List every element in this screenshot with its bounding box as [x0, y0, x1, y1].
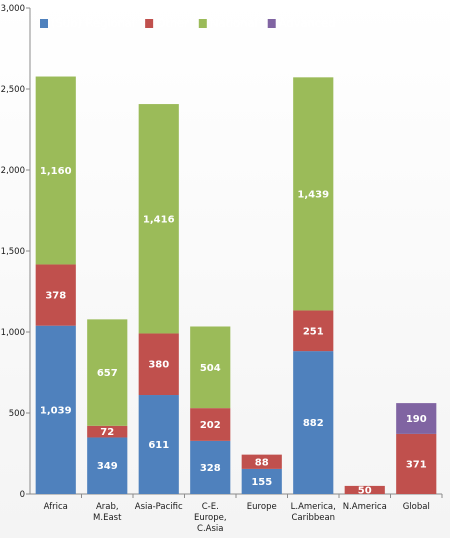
- category-label: L.America, Caribbean: [291, 502, 336, 523]
- bar-segment: [35, 76, 76, 265]
- bar-segment: [190, 440, 231, 494]
- y-tick-label: 2,000: [1, 166, 25, 176]
- legend-swatch: [267, 19, 276, 28]
- data-label: 72: [100, 427, 114, 438]
- bar-segment: [344, 485, 385, 494]
- data-label: 1,439: [297, 189, 329, 200]
- data-label: 190: [406, 414, 427, 425]
- legend-swatch: [198, 19, 207, 28]
- y-tick-label: 0: [20, 490, 25, 500]
- bar-segment: [190, 408, 231, 441]
- bar-segment: [293, 351, 334, 494]
- bar-segment: [241, 454, 282, 469]
- y-tick-label: 500: [9, 409, 25, 419]
- bar-segment: [87, 319, 128, 426]
- data-label: 882: [303, 418, 324, 429]
- category-label: Africa: [44, 502, 68, 512]
- bar-segment: [35, 264, 76, 326]
- data-label: 1,416: [143, 214, 175, 225]
- legend-label: Advanced: [279, 16, 336, 30]
- legend-label: (Sub) Regional: [51, 16, 135, 30]
- data-label: 1,039: [40, 405, 72, 416]
- legend: (Sub) Regional Other National Advanced: [40, 16, 336, 30]
- legend-swatch: [145, 19, 154, 28]
- category-label: Global: [403, 502, 430, 512]
- bar-segment: [87, 437, 128, 494]
- category-label: Asia-Pacific: [135, 502, 183, 512]
- y-tick-label: 2,500: [1, 85, 25, 95]
- data-labels: 1,039 378 1,160 349 72 657 611 380 1,416 328 202 50…: [40, 166, 427, 496]
- data-label: 657: [97, 368, 118, 379]
- bar-segment: [396, 403, 437, 434]
- bar-segment: [138, 104, 179, 334]
- axes: 0 500 1,000 1,500 2,000 2,500 3,000 Africa Arab,…: [1, 4, 443, 534]
- bars: [35, 76, 437, 494]
- category-label: Europe: [247, 502, 277, 512]
- category-label: N.America: [343, 502, 387, 512]
- category-label: Arab, M.East: [93, 502, 122, 523]
- bar-segment: [293, 77, 334, 311]
- bar-segment: [35, 325, 76, 494]
- bar-segment: [190, 326, 231, 409]
- bar-segment: [396, 433, 437, 494]
- bar-segment: [138, 395, 179, 494]
- legend-label: Other: [156, 16, 189, 30]
- data-label: 88: [255, 457, 269, 468]
- bar-segment: [138, 333, 179, 396]
- y-tick-label: 3,000: [1, 4, 25, 14]
- data-label: 155: [251, 477, 272, 488]
- data-label: 349: [97, 461, 118, 472]
- data-label: 251: [303, 326, 324, 337]
- y-tick-label: 1,000: [1, 328, 25, 338]
- data-label: 50: [358, 485, 372, 496]
- bar-segment: [87, 425, 128, 438]
- data-label: 328: [200, 463, 221, 474]
- data-label: 504: [200, 363, 221, 374]
- data-label: 380: [148, 360, 169, 371]
- category-label: C-E. Europe, C.Asia: [194, 502, 227, 534]
- bar-segment: [293, 310, 334, 352]
- data-label: 202: [200, 420, 221, 431]
- bar-segment: [241, 468, 282, 494]
- data-label: 378: [45, 291, 66, 302]
- y-tick-label: 1,500: [1, 247, 25, 257]
- legend-swatch: [40, 19, 48, 28]
- legend-label: National: [210, 16, 258, 30]
- data-label: 611: [148, 440, 169, 451]
- data-label: 1,160: [40, 166, 72, 177]
- data-label: 371: [406, 459, 427, 470]
